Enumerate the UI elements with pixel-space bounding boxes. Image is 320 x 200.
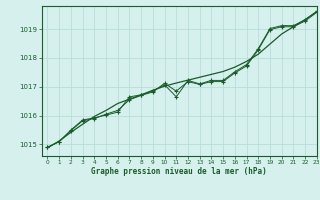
X-axis label: Graphe pression niveau de la mer (hPa): Graphe pression niveau de la mer (hPa) — [91, 167, 267, 176]
